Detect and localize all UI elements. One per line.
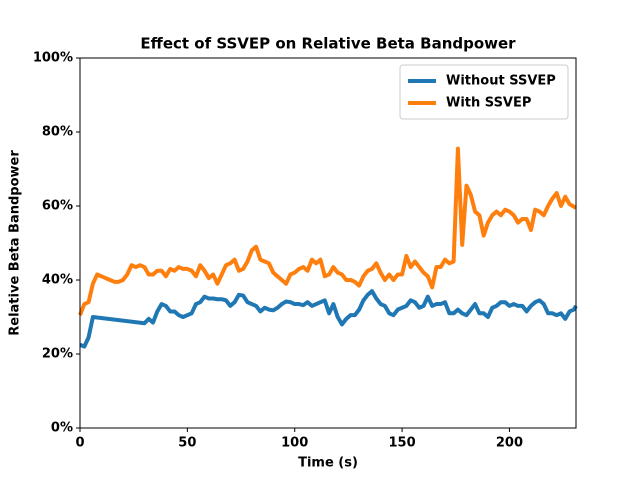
legend-label: Without SSVEP bbox=[446, 74, 556, 89]
x-axis-label: Time (s) bbox=[298, 456, 358, 471]
y-axis-label: Relative Beta Bandpower bbox=[8, 150, 23, 336]
legend-box bbox=[399, 64, 569, 120]
x-tick-label: 200 bbox=[496, 436, 523, 451]
series-line bbox=[79, 289, 578, 349]
plot-frame bbox=[79, 57, 577, 429]
series-line bbox=[78, 146, 577, 316]
y-tick-label: 80% bbox=[42, 125, 73, 140]
x-tick-label: 100 bbox=[281, 436, 308, 451]
chart-title: Effect of SSVEP on Relative Beta Bandpow… bbox=[140, 35, 516, 53]
y-tick-label: 0% bbox=[51, 421, 73, 436]
y-tick-label: 60% bbox=[42, 199, 73, 214]
legend-label: With SSVEP bbox=[446, 96, 531, 111]
y-tick-label: 40% bbox=[42, 273, 73, 288]
x-tick-label: 150 bbox=[389, 436, 416, 451]
y-tick-label: 20% bbox=[42, 347, 73, 362]
y-tick-label: 100% bbox=[33, 51, 73, 66]
x-tick-label: 0 bbox=[75, 436, 84, 451]
x-tick-label: 50 bbox=[178, 436, 196, 451]
